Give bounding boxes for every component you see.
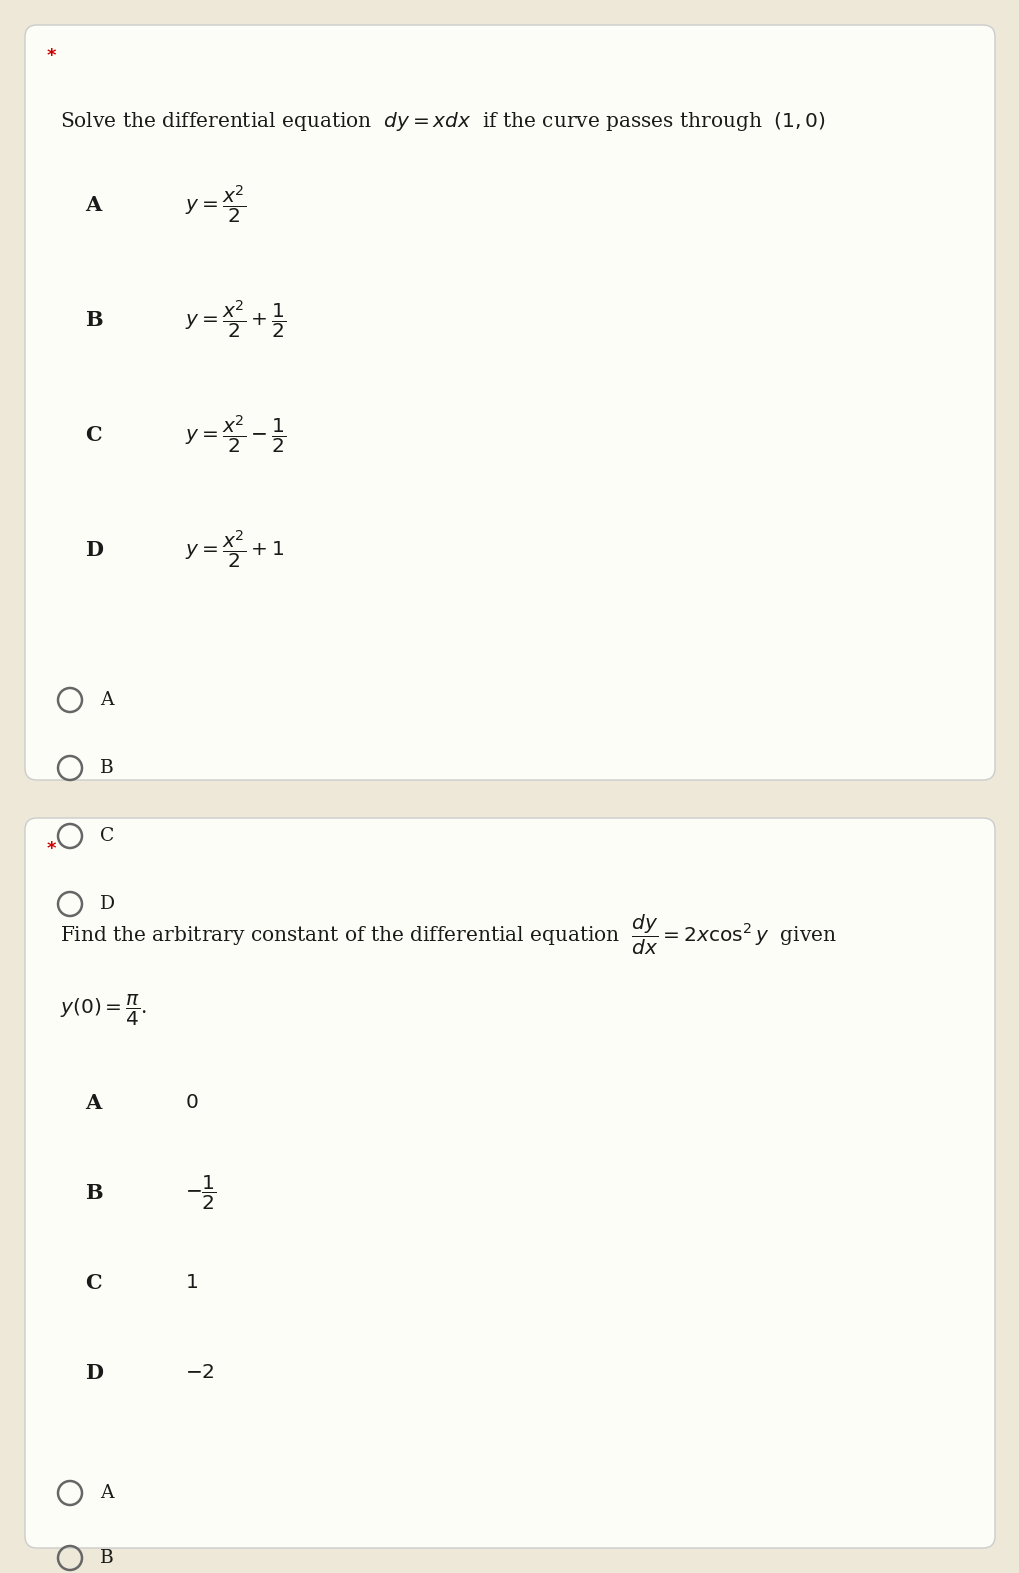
Text: D: D bbox=[85, 540, 103, 560]
Text: *: * bbox=[47, 47, 56, 64]
Text: $-\dfrac{1}{2}$: $-\dfrac{1}{2}$ bbox=[184, 1173, 216, 1213]
Text: $y = \dfrac{x^2}{2} - \dfrac{1}{2}$: $y = \dfrac{x^2}{2} - \dfrac{1}{2}$ bbox=[184, 414, 286, 456]
Text: $y = \dfrac{x^2}{2} + 1$: $y = \dfrac{x^2}{2} + 1$ bbox=[184, 529, 284, 571]
Text: $y(0) = \dfrac{\pi}{4}$.: $y(0) = \dfrac{\pi}{4}$. bbox=[60, 993, 148, 1029]
Text: D: D bbox=[85, 1362, 103, 1383]
Text: Solve the differential equation  $dy = xdx$  if the curve passes through  $(1,0): Solve the differential equation $dy = xd… bbox=[60, 110, 825, 134]
Text: C: C bbox=[100, 827, 114, 845]
FancyBboxPatch shape bbox=[25, 818, 994, 1548]
Text: A: A bbox=[100, 691, 113, 709]
Text: $-2$: $-2$ bbox=[184, 1364, 215, 1383]
Text: C: C bbox=[85, 425, 102, 445]
Text: $1$: $1$ bbox=[184, 1274, 198, 1293]
Text: B: B bbox=[85, 1183, 103, 1203]
Text: B: B bbox=[100, 760, 114, 777]
Text: $y = \dfrac{x^2}{2} + \dfrac{1}{2}$: $y = \dfrac{x^2}{2} + \dfrac{1}{2}$ bbox=[184, 299, 286, 341]
Text: D: D bbox=[100, 895, 115, 912]
Text: A: A bbox=[85, 1093, 101, 1114]
Text: C: C bbox=[85, 1273, 102, 1293]
Text: Find the arbitrary constant of the differential equation  $\dfrac{dy}{dx} = 2x\c: Find the arbitrary constant of the diffe… bbox=[60, 912, 837, 958]
Text: $0$: $0$ bbox=[184, 1093, 199, 1112]
Text: *: * bbox=[47, 840, 56, 857]
FancyBboxPatch shape bbox=[25, 25, 994, 780]
Text: $y = \dfrac{x^2}{2}$: $y = \dfrac{x^2}{2}$ bbox=[184, 184, 247, 227]
Text: B: B bbox=[100, 1549, 114, 1567]
Text: A: A bbox=[85, 195, 101, 216]
Text: B: B bbox=[85, 310, 103, 330]
Text: A: A bbox=[100, 1483, 113, 1502]
